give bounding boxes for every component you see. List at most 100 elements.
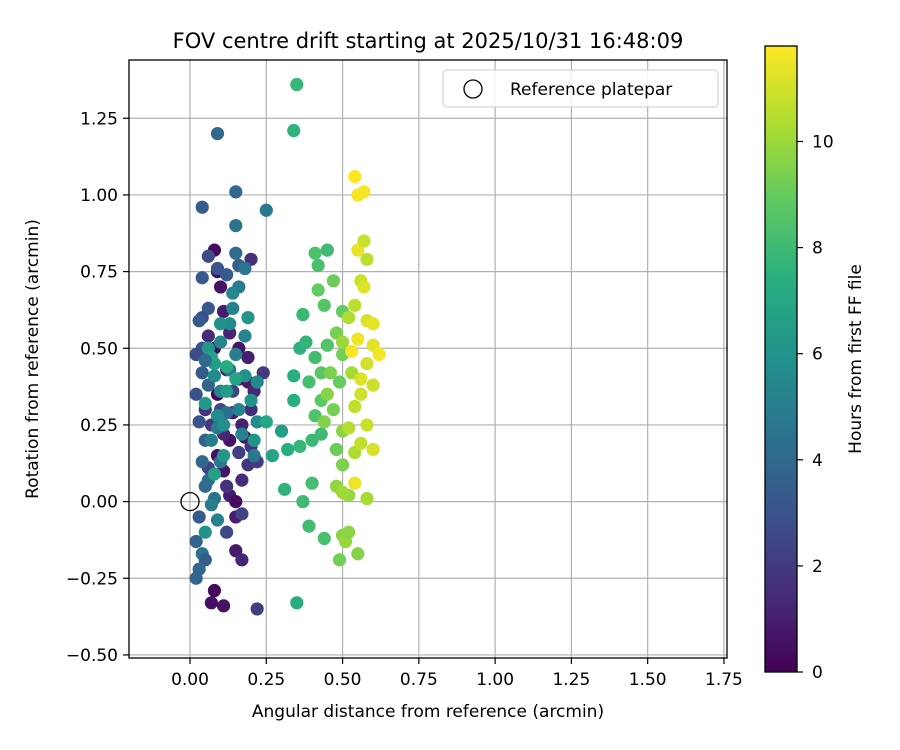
data-point [329, 442, 344, 457]
data-point [354, 387, 368, 401]
legend-open-circle-icon [463, 79, 483, 99]
data-point [210, 127, 225, 141]
data-point [238, 329, 252, 343]
data-point [210, 261, 225, 276]
data-points [189, 77, 386, 616]
data-point [308, 350, 322, 365]
data-point [335, 485, 350, 499]
data-point [235, 473, 249, 487]
data-point [265, 449, 279, 463]
data-point [216, 599, 231, 613]
data-point [198, 525, 212, 539]
data-point [250, 602, 264, 616]
data-point [226, 286, 240, 300]
data-point [326, 403, 341, 417]
data-point [366, 378, 380, 392]
colorbar-tick-label: 10 [812, 132, 834, 152]
data-point [326, 274, 341, 288]
data-point [348, 399, 362, 414]
data-point [296, 307, 310, 322]
data-point [238, 261, 252, 276]
data-point [320, 338, 334, 352]
x-tick-label: 1.50 [629, 670, 667, 690]
x-tick-label: 1.75 [705, 670, 743, 690]
legend-box [442, 69, 719, 108]
data-point [207, 369, 222, 383]
data-point [244, 393, 258, 407]
colorbar-tick-label: 2 [812, 557, 823, 577]
data-point [210, 513, 225, 527]
x-tick-label: 1.00 [476, 670, 514, 690]
x-tick-label: 0.75 [400, 670, 438, 690]
data-point [247, 433, 261, 447]
y-tick-label: 0.25 [80, 416, 118, 436]
data-point [354, 436, 368, 450]
legend: Reference platepar [442, 69, 719, 108]
colorbar-tick-label: 0 [812, 663, 823, 683]
data-point [351, 547, 365, 561]
data-point [192, 314, 206, 328]
y-tick-label: 1.00 [80, 186, 118, 206]
data-point [195, 200, 209, 214]
colorbar: 0 2 4 6 8 10 Hours from first FF file [764, 45, 866, 683]
data-point [204, 498, 218, 512]
data-point [235, 427, 249, 441]
data-point [241, 350, 255, 365]
data-point [189, 387, 203, 401]
data-point [201, 301, 215, 315]
colorbar-tick-label: 4 [812, 451, 823, 471]
data-point [342, 311, 356, 325]
x-tick-label: 1.25 [552, 670, 590, 690]
y-tick-label: 1.25 [80, 109, 118, 129]
data-point [366, 317, 380, 331]
x-tick-label: 0.50 [324, 670, 362, 690]
data-point [293, 439, 307, 453]
data-point [198, 353, 212, 368]
x-tick-label: 0.00 [171, 670, 209, 690]
data-point [311, 258, 325, 273]
legend-entry-label: Reference platepar [510, 80, 672, 100]
data-point [332, 553, 347, 567]
data-point [335, 458, 350, 472]
data-point [244, 403, 258, 417]
data-point [241, 311, 255, 325]
data-point [360, 252, 374, 266]
plot-frame [128, 59, 728, 659]
data-point [207, 583, 222, 598]
x-axis-ticks: 0.00 0.25 0.50 0.75 1.00 1.25 1.50 1.75 [171, 658, 743, 690]
y-axis-ticks: −0.50 −0.25 0.00 0.25 0.50 0.75 1.00 1.25 [66, 109, 129, 666]
reference-platepar-marker [180, 491, 200, 512]
data-point [207, 467, 222, 481]
data-point [201, 329, 215, 343]
data-point [302, 519, 316, 533]
data-point [195, 455, 209, 469]
data-point [204, 596, 218, 610]
chart-title: FOV centre drift starting at 2025/10/31 … [173, 29, 684, 53]
data-point [250, 415, 264, 429]
y-axis-label: Rotation from reference (arcmin) [23, 219, 43, 499]
data-point [323, 366, 337, 380]
data-point [229, 219, 243, 233]
data-point [220, 384, 234, 398]
data-point [354, 372, 368, 386]
data-point [229, 347, 243, 361]
y-tick-label: 0.75 [80, 263, 118, 283]
data-point [290, 77, 304, 92]
data-point [201, 249, 215, 263]
data-point [259, 203, 273, 217]
data-point [332, 375, 347, 389]
x-axis-label: Angular distance from reference (arcmin) [252, 702, 604, 722]
data-point [229, 495, 243, 509]
data-point [235, 507, 249, 521]
data-point [314, 427, 328, 441]
data-point [216, 449, 231, 463]
data-point [235, 418, 249, 432]
data-point [213, 335, 228, 349]
data-point [296, 495, 310, 509]
data-point [247, 449, 261, 463]
data-point [335, 335, 350, 349]
colorbar-label: Hours from first FF file [846, 264, 866, 454]
y-tick-label: 0.50 [80, 339, 118, 359]
y-tick-label: −0.25 [66, 569, 118, 589]
colorbar-tick-label: 8 [812, 239, 823, 259]
